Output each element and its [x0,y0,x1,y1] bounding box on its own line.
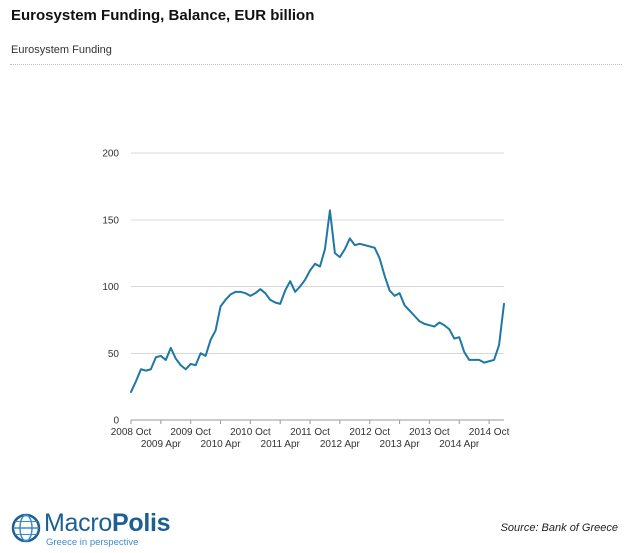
x-tick-label: 2013 Oct [409,427,450,438]
x-tick-label: 2009 Oct [170,427,211,438]
y-tick-label: 0 [113,416,119,427]
brand-logo-text: MacroPolis [44,509,171,538]
x-tick-label: 2008 Oct [111,427,152,438]
x-tick-label: 2014 Apr [439,439,480,450]
brand-tagline: Greece in perspective [46,537,139,548]
brand-prefix: Macro [44,509,112,537]
x-tick-label: 2010 Apr [200,439,241,450]
x-axis-ticks: 2008 Oct 2009 Oct 2010 Oct 2011 Oct 2012 Oct… [111,420,510,450]
x-tick-label: 2014 Oct [469,427,510,438]
brand-suffix: Polis [111,509,171,537]
source-note: Source: Bank of Greece [500,522,618,534]
x-tick-label: 2010 Oct [230,427,271,438]
header-divider [10,64,622,65]
x-tick-label: 2009 Apr [141,439,182,450]
y-tick-label: 100 [102,282,119,293]
x-tick-label: 2012 Oct [349,427,390,438]
macropolis-globe-icon [11,513,41,543]
x-tick-label: 2011 Oct [290,427,330,438]
x-tick-label: 2012 Apr [320,439,361,450]
series-layer [130,209,505,393]
x-tick-label: 2013 Apr [380,439,421,450]
y-tick-label: 50 [108,349,120,360]
footer: MacroPolis Greece in perspective Source:… [0,503,630,553]
chart-title: Eurosystem Funding, Balance, EUR billion [11,7,315,24]
y-tick-label: 200 [102,149,119,160]
series-label: Eurosystem Funding [11,44,112,56]
y-tick-label: 150 [102,215,119,226]
gridlines [131,152,504,421]
series-line-eurosystem-funding [130,209,505,393]
y-axis-ticks: 0 50 100 150 200 [102,149,119,427]
x-tick-label: 2011 Apr [261,439,301,450]
